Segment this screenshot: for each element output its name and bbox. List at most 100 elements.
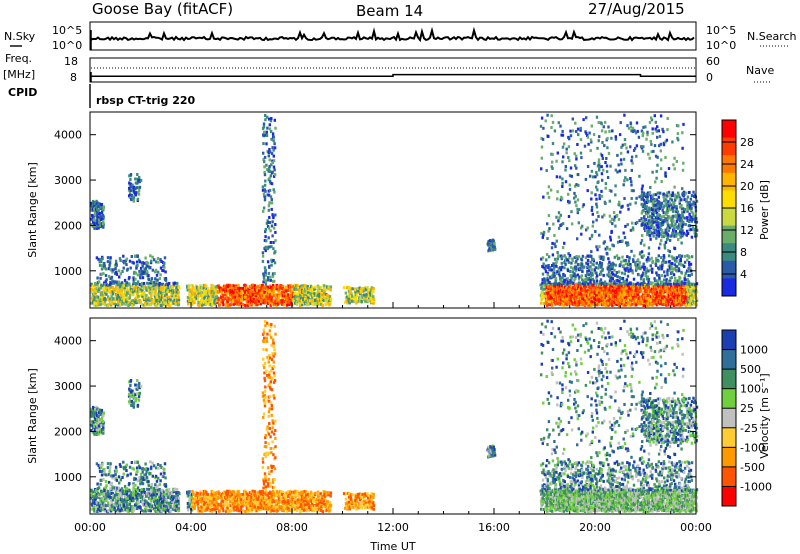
power-cell bbox=[271, 234, 274, 238]
power-cell bbox=[270, 152, 274, 156]
power-cell bbox=[578, 275, 581, 279]
power-cell bbox=[270, 260, 274, 263]
power-cell bbox=[118, 275, 121, 279]
power-cell bbox=[294, 294, 297, 298]
power-cell bbox=[570, 261, 573, 265]
power-cell bbox=[667, 200, 670, 204]
power-cell bbox=[141, 297, 145, 301]
power-cell bbox=[122, 266, 125, 270]
power-cell bbox=[644, 269, 648, 273]
power-cell bbox=[559, 268, 563, 272]
power-cell bbox=[261, 185, 265, 189]
power-cell bbox=[188, 293, 191, 297]
power-cell bbox=[618, 279, 621, 283]
power-cell bbox=[269, 195, 273, 199]
power-cell bbox=[643, 225, 646, 229]
power-cell bbox=[138, 178, 141, 182]
power-x-ticks bbox=[89, 302, 697, 308]
power-cell bbox=[659, 149, 662, 153]
power-cell bbox=[591, 302, 594, 306]
power-cell bbox=[199, 301, 202, 304]
power-cell bbox=[654, 295, 657, 299]
power-cell bbox=[224, 293, 227, 297]
power-cell bbox=[668, 204, 671, 208]
power-cell bbox=[629, 122, 633, 126]
power-cell bbox=[567, 252, 570, 256]
power-cell bbox=[176, 281, 179, 285]
power-cell bbox=[688, 286, 691, 290]
power-cell bbox=[261, 301, 264, 304]
power-cell bbox=[577, 221, 580, 225]
power-cell bbox=[93, 303, 96, 307]
power-cell bbox=[656, 225, 659, 229]
power-cell bbox=[111, 292, 115, 296]
power-cell bbox=[91, 205, 94, 208]
power-cell bbox=[676, 226, 680, 230]
power-cell bbox=[264, 282, 268, 286]
power-cell bbox=[560, 255, 564, 259]
velocity-cell bbox=[107, 490, 110, 493]
power-cell bbox=[120, 290, 123, 294]
power-cell bbox=[635, 292, 638, 296]
power-cell bbox=[644, 273, 647, 277]
power-cell bbox=[675, 265, 679, 269]
power-cell bbox=[627, 243, 630, 246]
power-cell bbox=[647, 208, 650, 212]
power-cell bbox=[93, 210, 97, 214]
power-cell bbox=[567, 199, 570, 203]
power-cell bbox=[138, 180, 141, 184]
power-cell bbox=[133, 270, 136, 274]
power-cell bbox=[163, 256, 167, 260]
power-cell bbox=[667, 209, 670, 213]
power-cell bbox=[603, 200, 607, 204]
power-cell bbox=[602, 255, 605, 259]
power-cell bbox=[639, 302, 642, 306]
velocity-cell bbox=[116, 489, 120, 493]
power-cell bbox=[575, 183, 578, 187]
power-cell bbox=[556, 283, 560, 287]
power-cell bbox=[297, 295, 300, 299]
power-cell bbox=[659, 114, 663, 118]
power-cell bbox=[651, 281, 654, 285]
power-cell bbox=[595, 115, 599, 119]
power-cell bbox=[240, 291, 243, 295]
power-cell bbox=[284, 285, 287, 289]
power-cell bbox=[613, 290, 617, 294]
power-cell bbox=[167, 295, 171, 299]
power-cell bbox=[142, 282, 146, 285]
velocity-cell bbox=[120, 496, 123, 500]
power-cell bbox=[664, 289, 668, 292]
power-cell bbox=[126, 289, 130, 292]
power-cell bbox=[214, 285, 217, 289]
power-cell bbox=[659, 218, 662, 221]
power-cell bbox=[688, 303, 691, 307]
power-cell bbox=[658, 291, 661, 295]
power-cell bbox=[320, 302, 323, 306]
power-cell bbox=[674, 193, 677, 197]
power-cell bbox=[631, 284, 635, 288]
power-cell bbox=[623, 142, 627, 146]
power-cell bbox=[674, 214, 678, 218]
power-cell bbox=[127, 300, 130, 304]
power-cell bbox=[616, 291, 620, 295]
power-cell bbox=[598, 263, 601, 267]
power-cell bbox=[95, 256, 99, 260]
power-cell bbox=[556, 151, 559, 155]
power-cell bbox=[108, 301, 112, 305]
power-cell bbox=[98, 205, 101, 209]
power-cell bbox=[627, 261, 631, 265]
power-cell bbox=[570, 210, 573, 214]
power-cell bbox=[114, 296, 117, 300]
station-title: Goose Bay (fitACF) bbox=[92, 0, 233, 18]
power-cell bbox=[670, 276, 673, 280]
power-cell bbox=[106, 256, 110, 260]
power-cell bbox=[552, 266, 556, 270]
power-cell bbox=[595, 202, 598, 206]
power-cell bbox=[200, 296, 204, 300]
power-cell bbox=[691, 297, 694, 301]
power-cell bbox=[299, 302, 302, 305]
power-cell bbox=[487, 239, 491, 243]
power-cell bbox=[163, 288, 167, 292]
power-cell bbox=[212, 284, 215, 288]
